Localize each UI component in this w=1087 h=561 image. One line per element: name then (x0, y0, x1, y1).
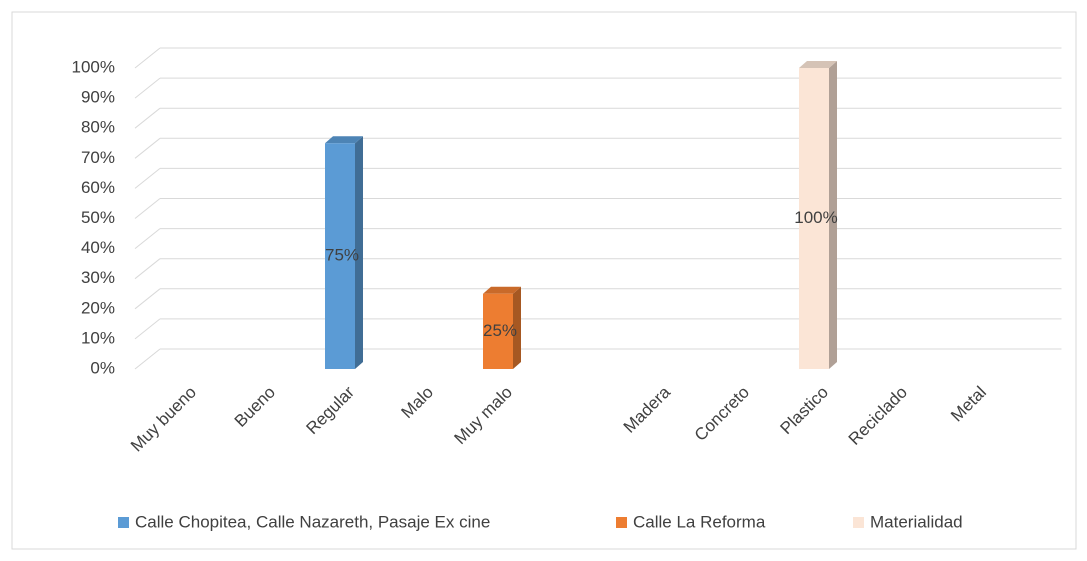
grid-line (134, 47, 161, 69)
bar-top (799, 61, 837, 68)
legend-swatch (616, 517, 627, 528)
grid-line (134, 168, 161, 189)
bar (483, 293, 513, 369)
data-label: 75% (325, 246, 359, 265)
grid-line (134, 348, 161, 370)
bar-top (325, 136, 363, 144)
data-label: 25% (483, 321, 517, 340)
grid-line (134, 228, 161, 249)
grid-line (134, 77, 161, 99)
data-label: 100% (794, 208, 837, 227)
legend-swatch (853, 517, 864, 528)
bar (325, 143, 355, 369)
legend-swatch (118, 517, 129, 528)
grid-line (134, 107, 161, 129)
legend-label: Calle La Reforma (633, 512, 766, 531)
bar-side (513, 286, 521, 369)
grid-line (134, 318, 161, 340)
bar-side (355, 136, 363, 369)
y-tick-label: 60% (81, 178, 115, 197)
grid-line (134, 258, 161, 280)
y-tick-label: 10% (81, 328, 115, 347)
y-tick-label: 80% (81, 118, 115, 137)
y-tick-label: 20% (81, 298, 115, 317)
legend-label: Calle Chopitea, Calle Nazareth, Pasaje E… (135, 512, 490, 531)
bar-top (483, 286, 521, 294)
chart-border (11, 11, 1077, 550)
y-tick-label: 100% (72, 57, 115, 76)
bar (799, 68, 829, 369)
y-tick-label: 40% (81, 238, 115, 257)
y-tick-label: 50% (81, 208, 115, 227)
grid-line (134, 198, 161, 219)
legend-label: Materialidad (870, 512, 963, 531)
grid-line (134, 137, 161, 159)
y-tick-label: 70% (81, 148, 115, 167)
y-tick-label: 90% (81, 88, 115, 107)
y-tick-label: 0% (90, 358, 115, 377)
grid-line (134, 288, 161, 310)
y-tick-label: 30% (81, 268, 115, 287)
bar-side (829, 61, 837, 369)
